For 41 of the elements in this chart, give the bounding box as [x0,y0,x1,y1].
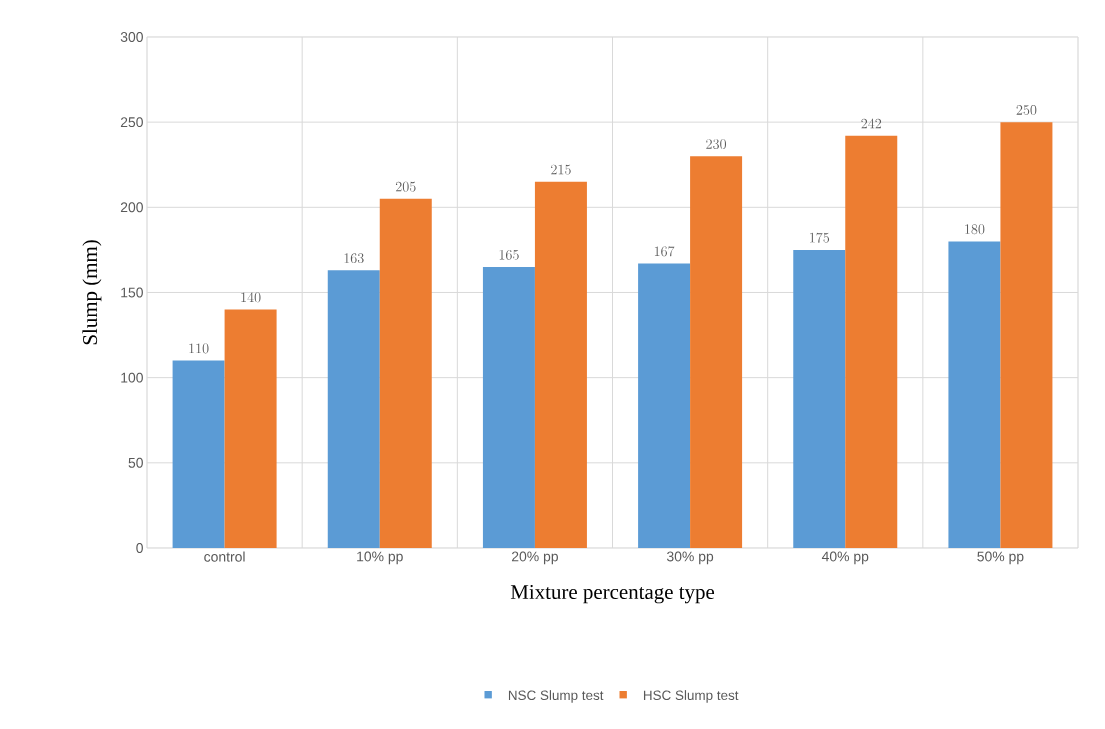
x-tick-label: 20% pp [511,551,558,565]
data-label: 167 [654,246,675,257]
data-label: 215 [551,164,571,175]
legend-label: HSC Slump test [643,690,739,703]
x-tick-label: control [204,551,245,562]
legend-label: NSC Slump test [508,690,604,703]
data-label: 230 [706,139,727,149]
data-label: 180 [965,224,985,235]
data-label: 163 [344,253,364,264]
y-tick-label: 0 [136,543,143,553]
bar [638,263,691,548]
y-tick-label: 50 [128,457,143,468]
data-label: 110 [189,343,209,354]
bar [172,360,225,548]
bar [793,249,846,548]
data-label: 250 [1016,105,1037,115]
data-label: 175 [810,232,830,243]
y-tick-label: 100 [121,372,143,383]
bar [948,241,1001,548]
data-label: 205 [395,181,416,192]
x-axis-title: Mixture percentage type [510,584,715,604]
bar [1000,122,1053,548]
y-tick-label: 200 [120,202,143,213]
y-tick-label: 150 [121,287,143,298]
bar [534,181,587,548]
y-tick-label: 300 [120,32,143,42]
bar [327,270,380,548]
bar [224,309,277,548]
bar [482,266,535,548]
x-tick-label: 50% pp [977,551,1024,565]
bar [690,156,743,548]
bar [379,198,432,548]
data-label: 165 [499,249,519,260]
y-axis-title: Slump (mm) [82,240,102,345]
data-label: 242 [861,118,882,129]
x-tick-label: 10% pp [357,551,403,565]
x-tick-label: 40% pp [821,551,869,565]
x-tick-label: 30% pp [666,551,714,565]
data-label: 140 [241,292,261,303]
bar [845,135,898,548]
y-tick-label: 250 [120,117,143,128]
